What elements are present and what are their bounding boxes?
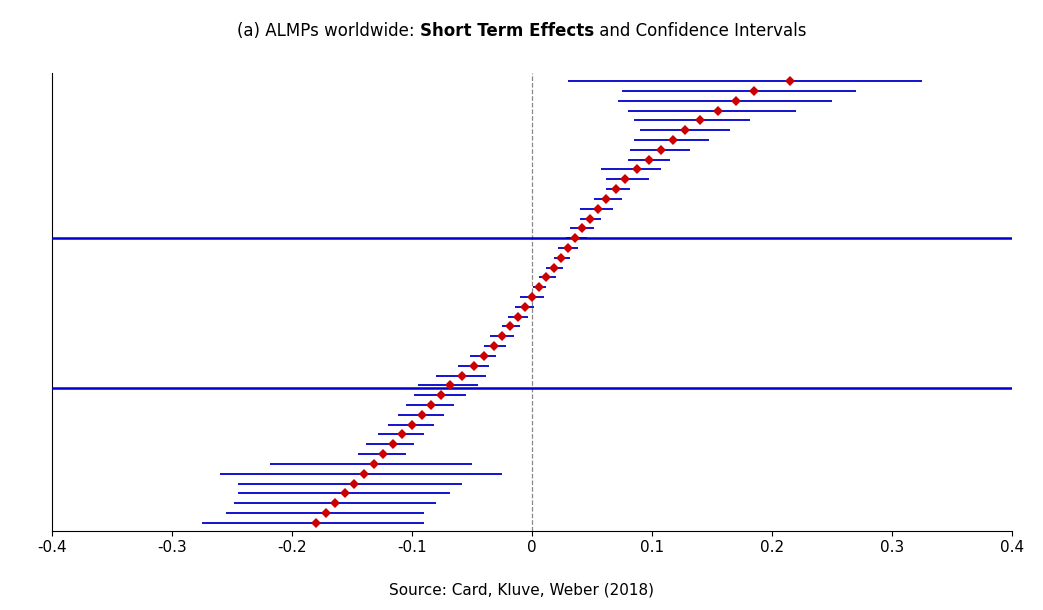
Text: Short Term Effects: Short Term Effects [419, 21, 593, 40]
Text: (a) ALMPs worldwide:: (a) ALMPs worldwide: [237, 21, 419, 40]
Text: and Confidence Intervals: and Confidence Intervals [593, 21, 806, 40]
Text: Source: Card, Kluve, Weber (2018): Source: Card, Kluve, Weber (2018) [389, 583, 654, 598]
